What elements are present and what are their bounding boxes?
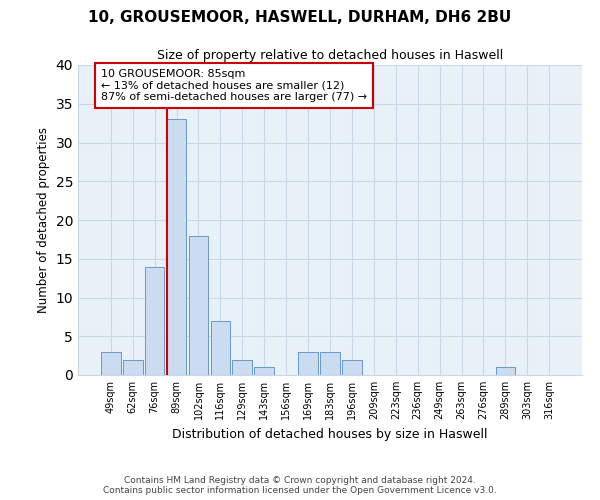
Bar bbox=[123, 360, 143, 375]
Bar bbox=[320, 352, 340, 375]
Title: Size of property relative to detached houses in Haswell: Size of property relative to detached ho… bbox=[157, 50, 503, 62]
Bar bbox=[188, 236, 208, 375]
Text: Contains HM Land Registry data © Crown copyright and database right 2024.
Contai: Contains HM Land Registry data © Crown c… bbox=[103, 476, 497, 495]
Bar bbox=[101, 352, 121, 375]
Bar bbox=[145, 266, 164, 375]
Y-axis label: Number of detached properties: Number of detached properties bbox=[37, 127, 50, 313]
Bar bbox=[232, 360, 252, 375]
Bar bbox=[254, 367, 274, 375]
Bar bbox=[211, 321, 230, 375]
Bar bbox=[342, 360, 362, 375]
Bar bbox=[496, 367, 515, 375]
Text: 10 GROUSEMOOR: 85sqm
← 13% of detached houses are smaller (12)
87% of semi-detac: 10 GROUSEMOOR: 85sqm ← 13% of detached h… bbox=[101, 69, 367, 102]
Bar bbox=[167, 119, 187, 375]
Bar bbox=[298, 352, 318, 375]
Text: 10, GROUSEMOOR, HASWELL, DURHAM, DH6 2BU: 10, GROUSEMOOR, HASWELL, DURHAM, DH6 2BU bbox=[88, 10, 512, 25]
X-axis label: Distribution of detached houses by size in Haswell: Distribution of detached houses by size … bbox=[172, 428, 488, 440]
